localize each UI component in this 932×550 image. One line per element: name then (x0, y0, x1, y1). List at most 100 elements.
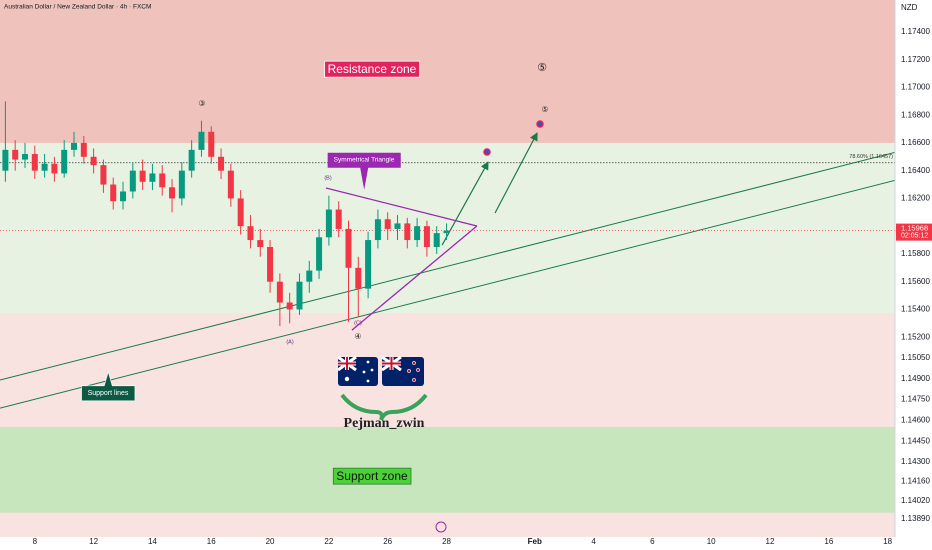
x-tick-label: 28 (442, 537, 451, 546)
wave-label: (A) (286, 339, 294, 345)
candle-body (384, 219, 391, 229)
candle-body (80, 142, 87, 157)
y-tick-label: 1.14160 (901, 477, 930, 486)
y-tick-label: 1.14750 (901, 395, 930, 404)
triangle-line (325, 187, 478, 227)
candle-body (374, 219, 381, 241)
triangle-label: Symmetrical Triangle (334, 157, 395, 164)
candle-body (404, 223, 411, 241)
candle-body (71, 142, 78, 150)
price-tag-value: 1.15968 (901, 224, 928, 233)
y-tick-label: 1.17400 (901, 27, 930, 36)
y-tick-label: 1.15200 (901, 332, 930, 341)
x-tick-label: 14 (148, 537, 157, 546)
zone-label: Resistance zone (328, 62, 417, 76)
chart-title: Australian Dollar / New Zealand Dollar ·… (4, 4, 151, 11)
x-tick-label: 20 (266, 537, 275, 546)
x-tick-label: 18 (883, 537, 892, 546)
candle-body (188, 149, 195, 171)
y-tick-label: 1.14450 (901, 436, 930, 445)
candle-body (100, 165, 107, 185)
x-tick-label: 4 (591, 537, 596, 546)
x-tick-label: 22 (324, 537, 333, 546)
y-tick-label: 1.17200 (901, 55, 930, 64)
wave-label: (B) (324, 175, 332, 181)
candle-body (423, 226, 430, 247)
new-zealand-flag (381, 355, 424, 386)
candle-body (51, 163, 58, 174)
target-dot (483, 148, 491, 156)
y-tick-label: 1.16400 (901, 166, 930, 175)
candle-body (276, 281, 283, 303)
candle-body (12, 149, 19, 160)
y-tick-label: 1.15050 (901, 353, 930, 362)
candle-body (316, 237, 323, 271)
price-tag (896, 223, 932, 241)
candle-body (90, 156, 97, 166)
y-tick-label: 1.16200 (901, 194, 930, 203)
candle-body (267, 246, 274, 282)
wave-label: ⑤ (537, 62, 547, 74)
arrow (441, 161, 489, 246)
y-tick-label: 1.14900 (901, 374, 930, 383)
x-tick-label: 10 (707, 537, 716, 546)
candle-body (365, 240, 372, 289)
event-icon (435, 521, 447, 533)
zone (0, 426, 895, 513)
y-tick-label: 1.13890 (901, 514, 930, 523)
zone-label-box (324, 60, 421, 78)
candle-body (414, 226, 421, 241)
candle-body (208, 131, 215, 157)
support-line (0, 151, 895, 381)
candle-body (433, 233, 440, 247)
zone-label: Support zone (336, 469, 408, 483)
candle-body (247, 226, 254, 241)
support-lines-label: Support lines (88, 390, 129, 397)
arrow (494, 132, 538, 214)
y-tick-label: 1.15800 (901, 249, 930, 258)
y-tick-label: 1.14600 (901, 416, 930, 425)
x-tick-label: 16 (824, 537, 833, 546)
y-tick-label: 1.16600 (901, 138, 930, 147)
price-axis (895, 0, 932, 550)
y-tick-label: 1.16800 (901, 110, 930, 119)
zone (0, 0, 895, 143)
candle-body (257, 240, 264, 247)
candle-body (198, 131, 205, 150)
fib-label: 78.60% (1.16457) (849, 154, 893, 160)
y-tick-label: 1.17000 (901, 83, 930, 92)
author: Pejman_zwin (344, 416, 425, 431)
candle-body (394, 223, 401, 229)
candle-body (325, 209, 332, 238)
candle-body (110, 184, 117, 202)
price-tag-countdown: 02:05:12 (901, 232, 928, 239)
x-tick-label: 12 (89, 537, 98, 546)
triangle-callout (327, 152, 401, 190)
candle-body (129, 170, 136, 192)
target-dot (536, 120, 544, 128)
time-axis (0, 537, 895, 550)
y-tick-label: 1.14300 (901, 457, 930, 466)
candle-body (31, 154, 38, 171)
australia-flag (337, 355, 378, 386)
wave-label: ⑤ (541, 105, 548, 114)
candle-body (61, 149, 68, 174)
candle-body (2, 149, 9, 171)
x-tick-label: 8 (33, 537, 38, 546)
x-tick-label: Feb (528, 537, 542, 546)
wave-label: (C) (354, 320, 362, 326)
candle-body (149, 173, 156, 182)
x-tick-label: 6 (650, 537, 655, 546)
wave-label: ③ (198, 99, 205, 108)
triangle-line (351, 225, 478, 331)
candle-body (443, 230, 450, 234)
y-tick-label: 1.15400 (901, 305, 930, 314)
candle-body (21, 154, 28, 160)
x-tick-label: 26 (383, 537, 392, 546)
candle-body (120, 191, 127, 202)
candle-body (169, 187, 176, 199)
candle-body (41, 163, 48, 171)
candle-body (345, 228, 352, 268)
zone-label-box (332, 467, 412, 485)
